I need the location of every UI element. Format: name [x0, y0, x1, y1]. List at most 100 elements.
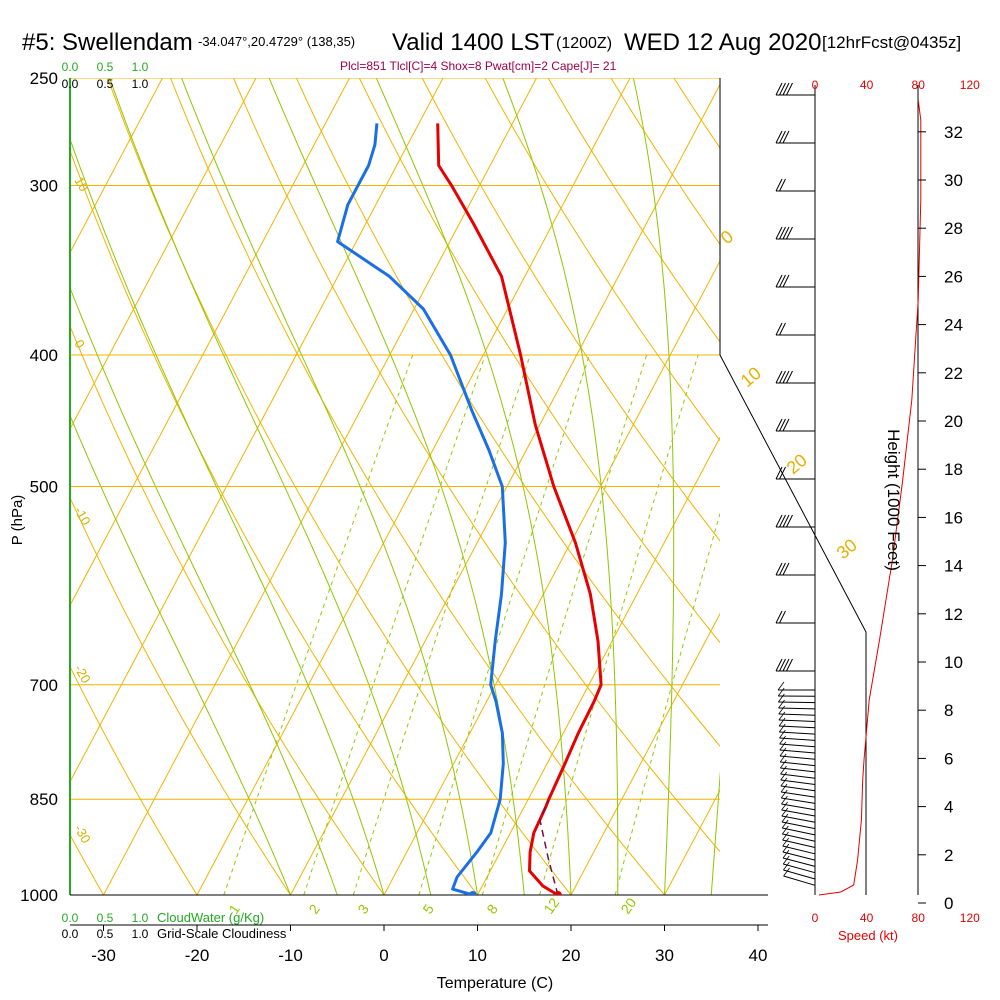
moist-adiabat-line: [375, 78, 572, 895]
wind-barb: [783, 861, 816, 880]
temp-tick-label: -30: [91, 946, 116, 965]
wind-barb-flag: [779, 274, 786, 288]
wind-barb-flag: [779, 729, 786, 739]
wind-barb: [780, 771, 816, 785]
wind-barb: [775, 370, 815, 384]
wind-barb-flag: [775, 562, 783, 576]
wind-barb-flag: [781, 795, 788, 805]
dry-adiabat-line: [358, 78, 720, 644]
wind-barb-flag: [782, 418, 790, 432]
wind-barb-flag: [781, 819, 789, 829]
wind-barb-shaft: [778, 719, 816, 722]
wind-barb: [778, 699, 816, 710]
wind-barb-flag: [775, 82, 783, 96]
moist-adiabat-line: [632, 78, 675, 895]
wind-barb-shaft: [778, 701, 816, 704]
wind-barb-flag: [786, 82, 793, 96]
isotherm-line: [70, 78, 163, 254]
pressure-tick-label: 850: [30, 790, 58, 809]
cloudiness-label: Grid-Scale Cloudiness: [157, 926, 287, 941]
cloud-water-tick-top: 0.0: [62, 60, 79, 74]
mixing-ratio-line: [303, 354, 486, 895]
wind-barb-shaft: [780, 773, 816, 779]
speed-tick-bottom: 40: [860, 911, 874, 925]
dry-adiabat-line: [70, 324, 385, 895]
indices-line: Plcl=851 Tlcl[C]=4 Shox=8 Pwat[cm]=2 Cap…: [340, 59, 617, 73]
wind-barb: [779, 741, 816, 754]
cloudiness-tick-bottom: 0.0: [62, 927, 79, 941]
wind-barb-shaft: [781, 815, 816, 823]
temp-tick-label: 30: [655, 946, 674, 965]
wind-barb-flag: [779, 753, 787, 763]
wind-barb-flag: [778, 699, 785, 709]
wind-barb-shaft: [779, 755, 816, 760]
height-tick-label: 16: [944, 508, 963, 527]
speed-tick-bottom: 80: [912, 911, 926, 925]
speed-tick-top: 0: [812, 78, 819, 92]
wind-barb-flag: [781, 813, 789, 823]
wind-barb-flag: [786, 658, 793, 672]
wind-barb: [782, 843, 816, 861]
cloudiness-tick-bottom: 1.0: [132, 927, 149, 941]
wind-barb: [780, 765, 816, 779]
forecast-info: [12hrFcst@0435z]: [822, 33, 961, 52]
pressure-tick-label: 250: [30, 69, 58, 88]
wind-barb-flag: [783, 861, 790, 871]
wind-barb-shaft: [779, 743, 816, 748]
wind-barb: [778, 693, 816, 704]
wind-barb: [781, 813, 816, 830]
wind-barb-flag: [779, 82, 786, 96]
wind-barb-shaft: [779, 737, 816, 741]
wind-barb: [775, 82, 815, 96]
cloudiness-tick-top: 1.0: [132, 77, 149, 91]
wind-barb-flag: [779, 130, 786, 144]
pressure-tick-label: 300: [30, 176, 58, 195]
wind-barb-flag: [780, 759, 787, 769]
cloudiness-tick-top: 0.0: [62, 77, 79, 91]
height-tick-label: 26: [944, 267, 963, 286]
speed-tick-top: 40: [860, 78, 874, 92]
pressure-tick-label: 700: [30, 676, 58, 695]
moist-adiabat-line: [70, 414, 291, 895]
wind-barb: [779, 729, 816, 741]
wind-barb: [775, 274, 815, 288]
axes: [69, 78, 919, 926]
mixing-ratio-label: 12: [540, 895, 562, 917]
wind-barb-flag: [779, 322, 786, 336]
isotherm-line: [852, 78, 1000, 895]
temp-tick-label: -20: [185, 946, 210, 965]
wind-barb-shaft: [780, 779, 816, 785]
wind-barb: [779, 735, 816, 748]
wind-barb-flag: [786, 226, 793, 240]
wind-barb-flag: [786, 514, 793, 528]
moist-adiabat-line: [70, 137, 385, 895]
dry-adiabat-line: [70, 833, 105, 895]
height-tick-label: 14: [944, 557, 963, 576]
y-axis-label: P (hPa): [9, 495, 26, 546]
wind-barb-flag: [780, 783, 788, 793]
mixing-ratio-label: 3: [354, 901, 372, 917]
wind-barb-flag: [779, 747, 787, 757]
wind-barb: [782, 837, 816, 855]
wind-barb-flag: [783, 867, 790, 877]
wind-barb-flag: [777, 687, 785, 697]
height-tick-label: 22: [944, 364, 963, 383]
wind-barb-flag: [780, 789, 788, 799]
wind-barb: [782, 855, 816, 874]
dry-adiabat-line: [484, 78, 720, 442]
height-tick-label: 12: [944, 605, 963, 624]
wind-barb-flag: [778, 705, 786, 715]
cloud-water-label: CloudWater (g/Kg): [157, 910, 264, 925]
wind-barb: [780, 777, 816, 792]
wind-barb-flag: [779, 562, 786, 576]
wind-barb-flag: [779, 370, 786, 384]
wind-barb-flag: [778, 717, 786, 727]
wind-barb-shaft: [783, 863, 816, 874]
wind-barb-flag: [780, 771, 788, 781]
wind-barb: [775, 514, 815, 528]
height-tick-label: 8: [944, 701, 953, 720]
wind-barb: [782, 849, 816, 867]
height-tick-label: 28: [944, 219, 963, 238]
